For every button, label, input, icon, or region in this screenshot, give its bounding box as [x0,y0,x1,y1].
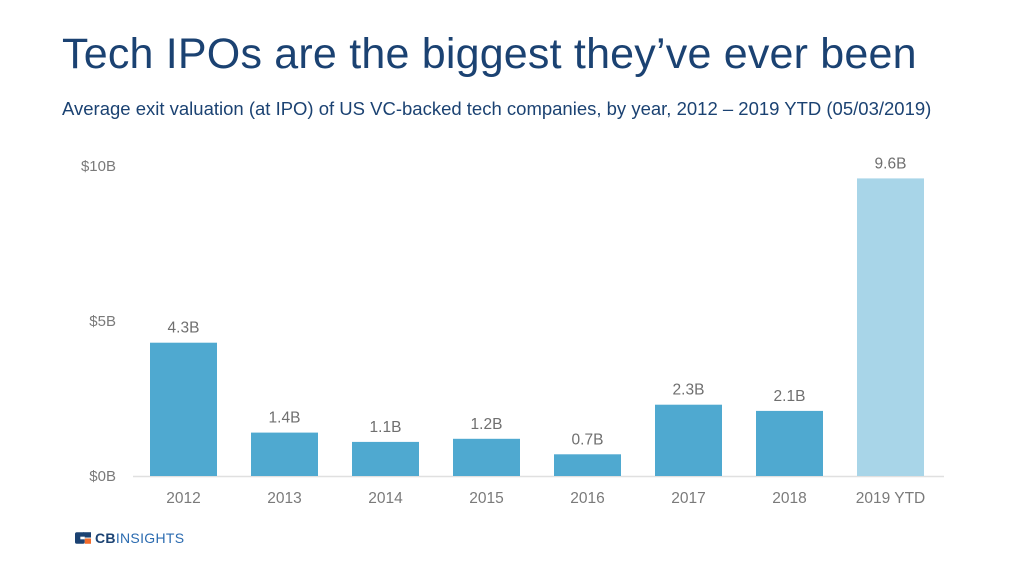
y-tick-label: $5B [89,313,116,330]
cb-insights-logo: CBINSIGHTS [75,530,184,546]
x-tick-label: 2015 [469,490,503,507]
bar-2019-ytd [857,178,924,476]
bar-2014 [352,441,419,476]
x-tick-label: 2016 [570,490,604,507]
y-tick-label: $0B [89,468,116,485]
bar-2015 [453,438,520,476]
bar-2016 [554,454,621,476]
bar-value-label: 1.1B [370,419,402,436]
bar-2013 [251,432,318,476]
chart-subtitle: Average exit valuation (at IPO) of US VC… [62,98,932,119]
x-tick-label: 2018 [772,490,806,507]
x-tick-label: 2013 [267,490,301,507]
x-tick-label: 2017 [671,490,705,507]
bar-value-label: 9.6B [875,155,907,172]
bar-2012 [150,342,217,476]
bar-value-label: 4.3B [168,320,200,337]
y-tick-label: $10B [81,158,116,175]
bar-2018 [756,410,823,476]
x-tick-label: 2014 [368,490,403,507]
bar-value-label: 2.3B [673,382,705,399]
bar-value-label: 1.4B [269,410,301,427]
cb-insights-logo-icon [75,532,91,544]
bar-value-label: 0.7B [572,431,604,448]
logo-text: CBINSIGHTS [95,530,185,546]
bar-value-label: 2.1B [774,388,806,405]
x-tick-label: 2019 YTD [856,490,926,507]
bar-value-label: 1.2B [471,416,503,433]
x-tick-label: 2012 [166,490,200,507]
chart-title: Tech IPOs are the biggest they’ve ever b… [62,30,917,78]
bar-2017 [655,404,722,476]
